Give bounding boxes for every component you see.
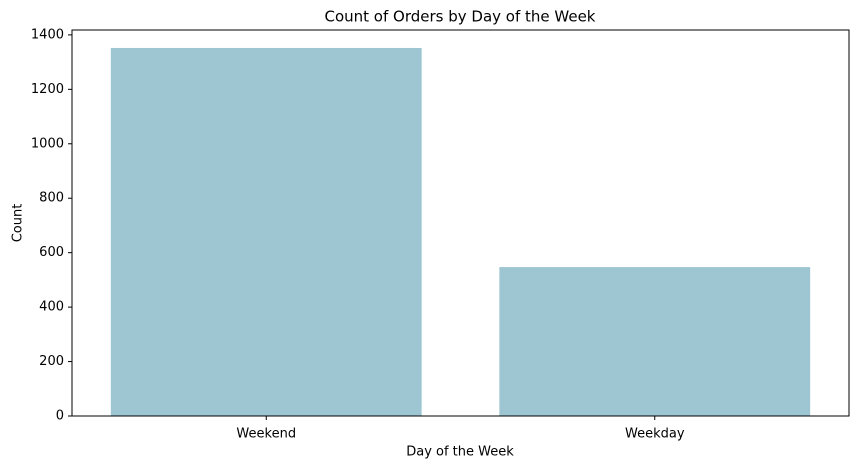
y-tick-label: 400	[39, 300, 64, 315]
x-tick-label: Weekend	[236, 427, 296, 442]
x-axis-label: Day of the Week	[406, 445, 514, 460]
y-tick-label: 800	[39, 191, 64, 206]
bar	[499, 267, 811, 416]
y-tick-label: 1200	[31, 82, 64, 97]
chart-title: Count of Orders by Day of the Week	[324, 8, 595, 26]
y-tick-label: 1400	[31, 27, 64, 42]
y-tick-label: 200	[39, 354, 64, 369]
y-tick-label: 600	[39, 245, 64, 260]
y-tick-label: 0	[56, 409, 64, 424]
bar	[110, 47, 422, 416]
y-tick-label: 1000	[31, 136, 64, 151]
y-axis-label: Count	[11, 204, 26, 243]
plot-frame	[71, 29, 850, 417]
x-tick-label: Weekday	[625, 427, 685, 442]
